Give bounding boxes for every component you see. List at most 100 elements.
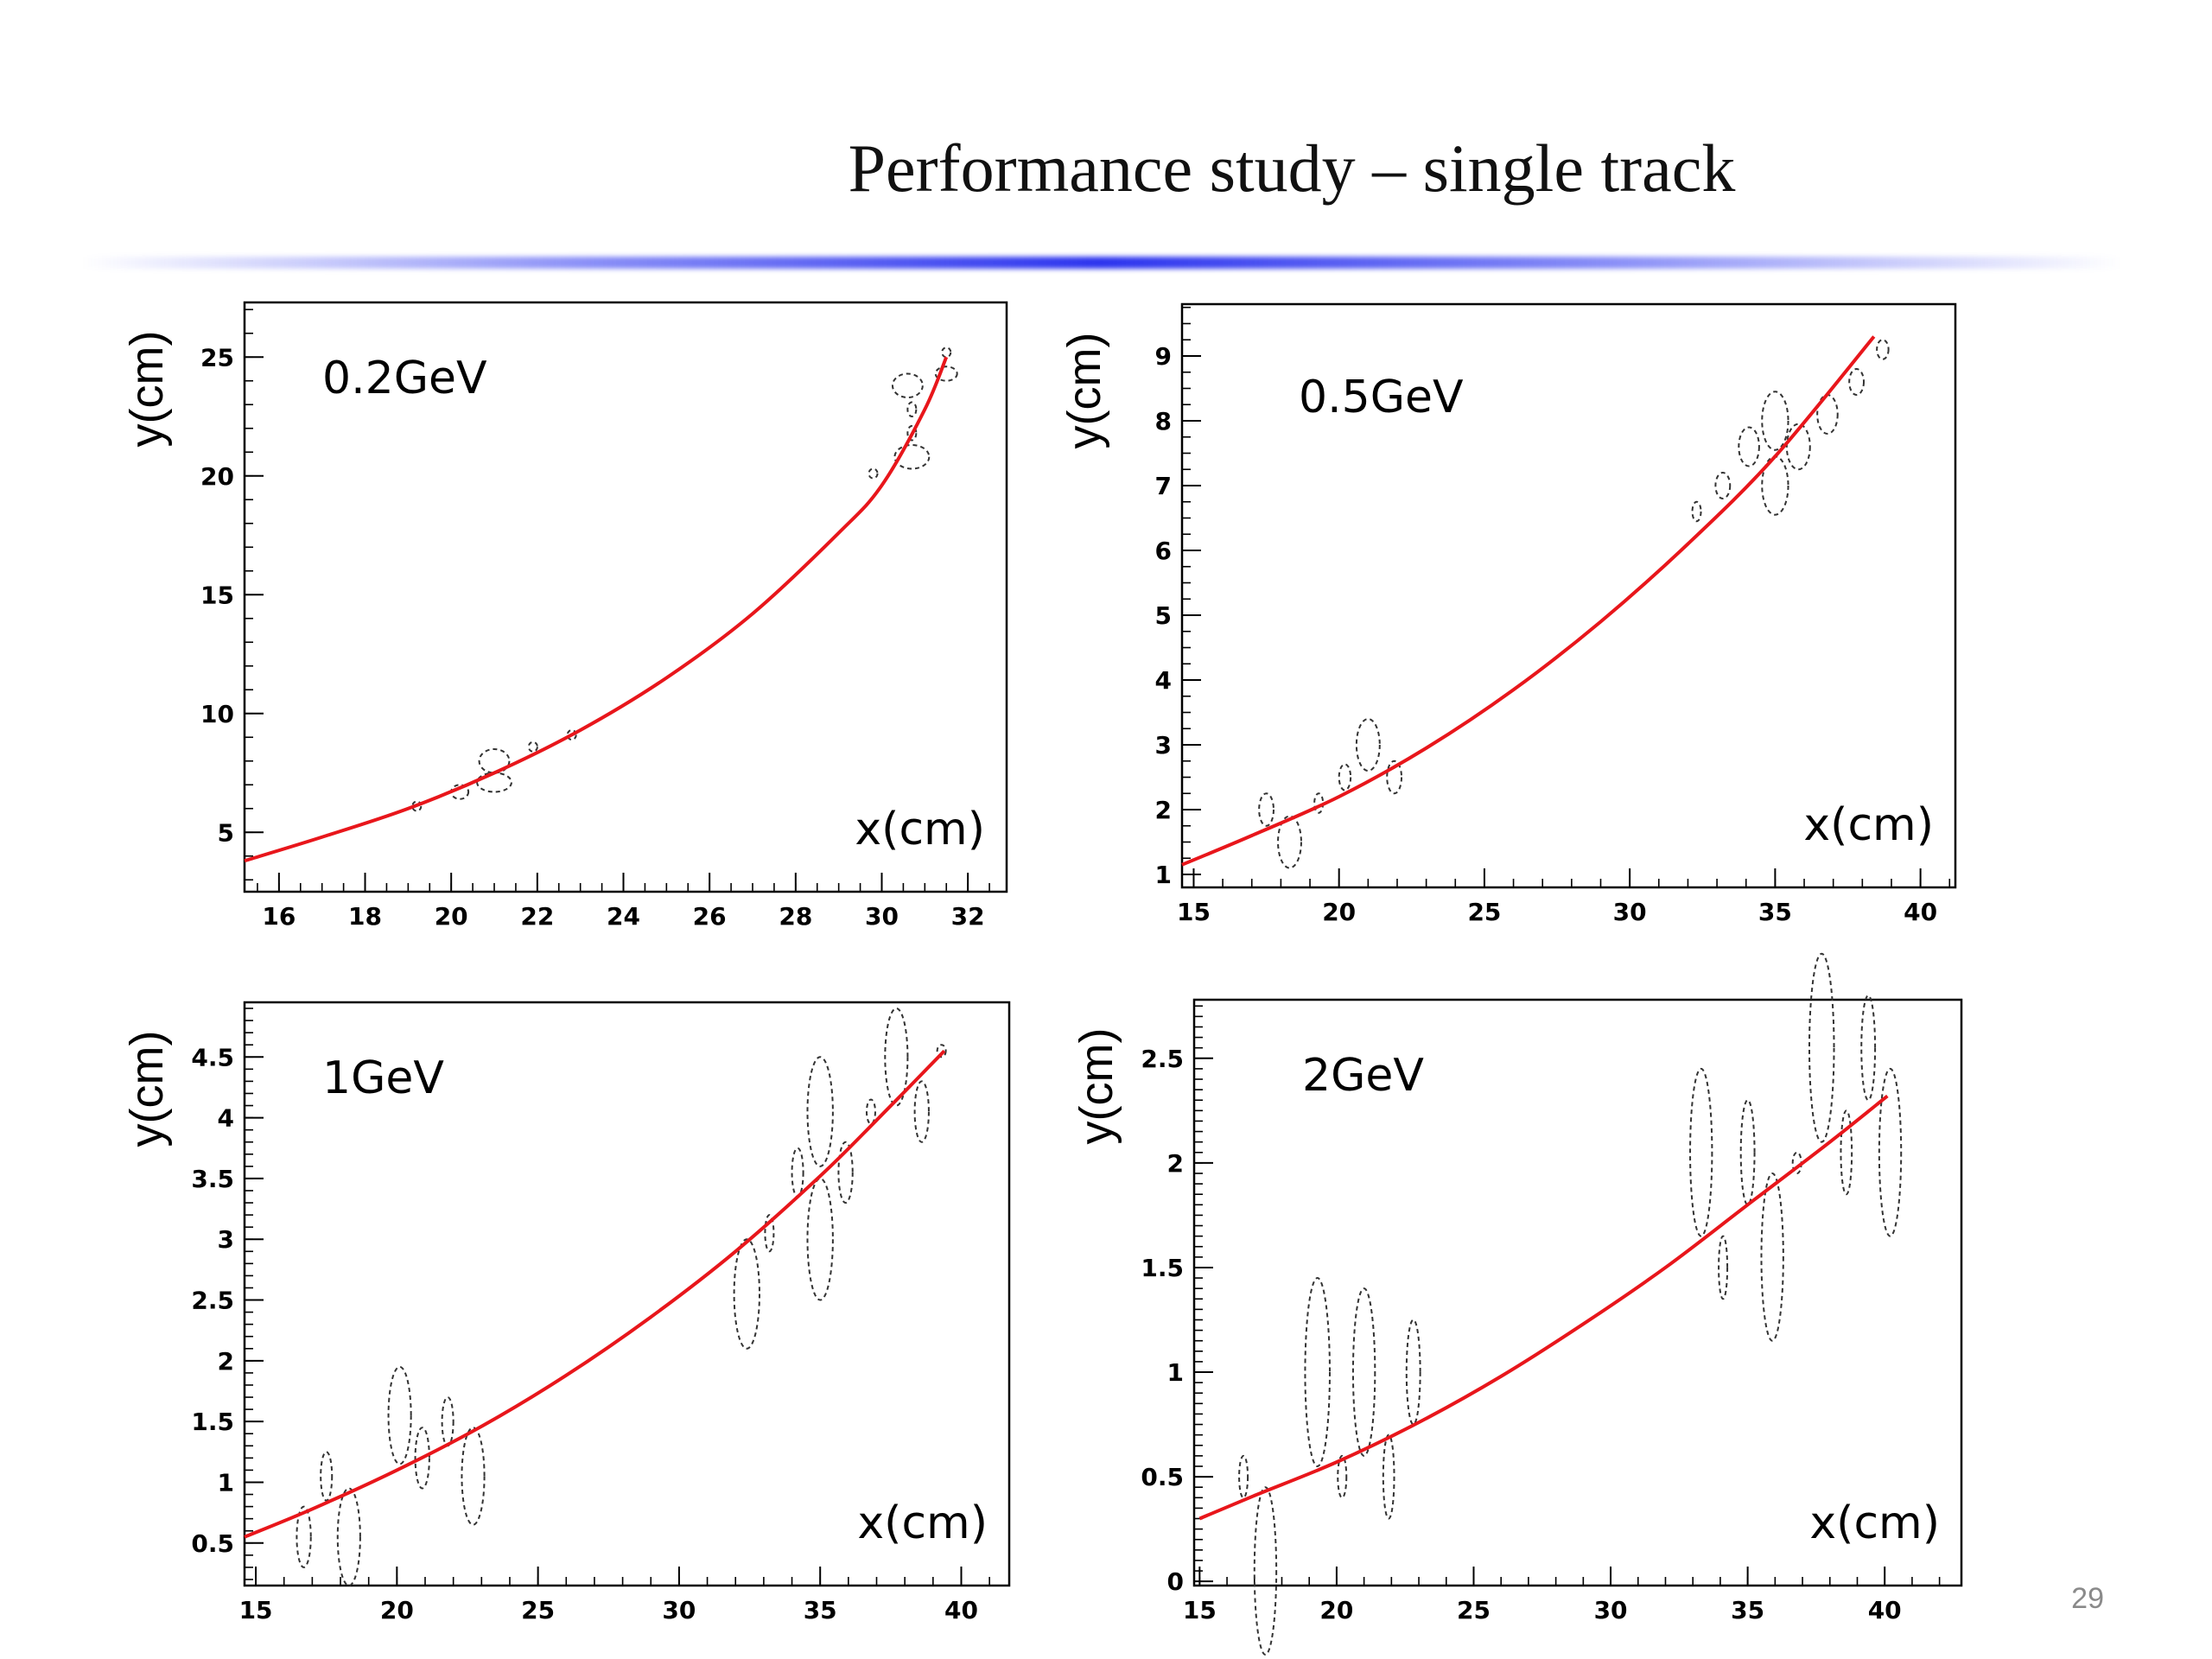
x-tick-label: 16 — [262, 902, 296, 931]
plot-panel-1: 15 20 25 30 35 40 1 2 3 4 5 6 7 8 9 0.5GeV x(cm) y(cm) — [1058, 302, 1957, 926]
hit-ellipse — [566, 729, 577, 741]
x-axis-label: x(cm) — [857, 1497, 988, 1549]
hit-ellipse — [1338, 763, 1352, 791]
x-tick-label: 32 — [951, 902, 985, 931]
hit-ellipse — [893, 444, 931, 470]
hit-ellipse — [1785, 423, 1811, 471]
x-tick-label: 40 — [944, 1596, 978, 1624]
hit-ellipse — [1382, 1433, 1395, 1520]
hit-ellipse — [1689, 1067, 1713, 1237]
plot-frame — [243, 301, 1008, 893]
hit-ellipse — [387, 1365, 412, 1465]
hit-ellipse — [461, 1427, 486, 1526]
y-tick-label: 2 — [218, 1347, 234, 1376]
hit-ellipse — [837, 1141, 854, 1205]
y-tick-label: 5 — [218, 818, 234, 847]
fit-curve — [1181, 335, 1876, 867]
title-divider — [82, 257, 2121, 269]
plot-panel-3: 15 20 25 30 35 40 0 0.5 1 1.5 2 2.5 2GeV x(cm) y(cm) — [1071, 952, 1963, 1656]
x-tick-label: 30 — [1594, 1596, 1628, 1624]
plot-panel-2: 15 20 25 30 35 40 0.5 1 1.5 2 2.5 3 3.5 4 4.5 1GeV x(cm)… — [121, 1001, 1011, 1624]
hit-ellipse — [1714, 472, 1732, 499]
y-tick-label: 8 — [1155, 407, 1172, 435]
x-tick-label: 26 — [693, 902, 727, 931]
hit-ellipse — [1351, 1287, 1376, 1457]
fit-curve — [244, 356, 949, 863]
y-axis-label: y(cm) — [1071, 1028, 1122, 1145]
hit-ellipse — [1808, 952, 1835, 1143]
hit-ellipse — [441, 1396, 454, 1447]
hit-ellipse — [884, 1007, 909, 1107]
page-number: 29 — [2071, 1582, 2104, 1615]
hit-ellipse — [1878, 1067, 1903, 1237]
momentum-label: 0.5GeV — [1299, 372, 1464, 423]
hit-ellipse — [906, 425, 918, 442]
hit-ellipse — [868, 467, 879, 480]
y-tick-label: 3.5 — [191, 1165, 234, 1193]
y-tick-label: 6 — [1155, 537, 1172, 565]
hit-ellipse — [1739, 1099, 1756, 1206]
hit-ellipse — [527, 741, 538, 753]
y-tick-label: 1.5 — [191, 1408, 234, 1436]
y-tick-label: 9 — [1155, 342, 1172, 371]
hit-ellipse — [791, 1147, 804, 1198]
hit-ellipse — [1337, 1454, 1348, 1499]
x-tick-label: 20 — [1319, 1596, 1353, 1624]
x-tick-label: 15 — [1183, 1596, 1217, 1624]
hit-ellipse — [934, 365, 958, 382]
x-axis-label: x(cm) — [1809, 1497, 1940, 1549]
y-tick-label: 3 — [218, 1225, 234, 1254]
x-tick-label: 25 — [521, 1596, 555, 1624]
momentum-label: 1GeV — [322, 1052, 444, 1104]
hit-ellipse — [1860, 995, 1877, 1102]
x-tick-label: 40 — [1904, 898, 1937, 926]
hit-ellipse — [1386, 760, 1403, 795]
hit-ellipse — [1355, 718, 1381, 772]
y-tick-label: 0.5 — [191, 1529, 234, 1558]
hit-ellipse — [906, 401, 918, 417]
hit-ellipse — [936, 1044, 947, 1058]
hit-ellipse — [414, 1427, 430, 1490]
y-tick-label: 1.5 — [1141, 1254, 1184, 1282]
plot-frame — [1192, 998, 1963, 1587]
x-axis-label: x(cm) — [855, 804, 985, 855]
y-tick-label: 7 — [1155, 472, 1172, 500]
hit-ellipse — [733, 1238, 760, 1350]
hit-ellipse — [1876, 339, 1890, 360]
x-tick-label: 24 — [607, 902, 640, 931]
y-tick-label: 1 — [218, 1468, 234, 1497]
y-tick-label: 25 — [200, 343, 234, 372]
y-tick-label: 2.5 — [191, 1287, 234, 1315]
x-tick-label: 20 — [435, 902, 468, 931]
hit-ellipse — [806, 1177, 834, 1301]
y-axis-label: y(cm) — [121, 1031, 173, 1147]
hit-ellipse — [913, 1080, 930, 1143]
hit-ellipse — [1304, 1277, 1331, 1467]
fit-curve — [244, 1049, 946, 1539]
y-tick-label: 2.5 — [1141, 1045, 1184, 1073]
y-tick-label: 1 — [1167, 1358, 1184, 1387]
y-tick-label: 0 — [1167, 1567, 1184, 1596]
x-tick-label: 35 — [1758, 898, 1792, 926]
plot-frame — [1180, 302, 1957, 889]
y-tick-label: 0.5 — [1141, 1463, 1184, 1491]
fit-curve — [1198, 1094, 1889, 1521]
hit-ellipse — [411, 800, 423, 812]
hit-ellipse — [764, 1214, 775, 1253]
hit-ellipse — [1253, 1486, 1278, 1656]
y-tick-label: 15 — [200, 581, 234, 609]
x-tick-label: 20 — [380, 1596, 414, 1624]
plot-panel-0: 16 18 20 22 24 26 28 30 32 5 10 15 20 25 0.2GeV x(cm) y(… — [121, 301, 1008, 931]
x-tick-label: 15 — [239, 1596, 273, 1624]
x-tick-label: 22 — [520, 902, 554, 931]
x-tick-label: 30 — [662, 1596, 696, 1624]
y-tick-label: 1 — [1155, 861, 1172, 889]
x-tick-label: 18 — [348, 902, 382, 931]
momentum-label: 0.2GeV — [322, 353, 487, 404]
plot-frame — [243, 1001, 1011, 1587]
x-tick-label: 28 — [779, 902, 812, 931]
hit-ellipse — [941, 346, 952, 359]
hit-ellipse — [1238, 1454, 1249, 1499]
y-tick-label: 2 — [1167, 1149, 1184, 1178]
